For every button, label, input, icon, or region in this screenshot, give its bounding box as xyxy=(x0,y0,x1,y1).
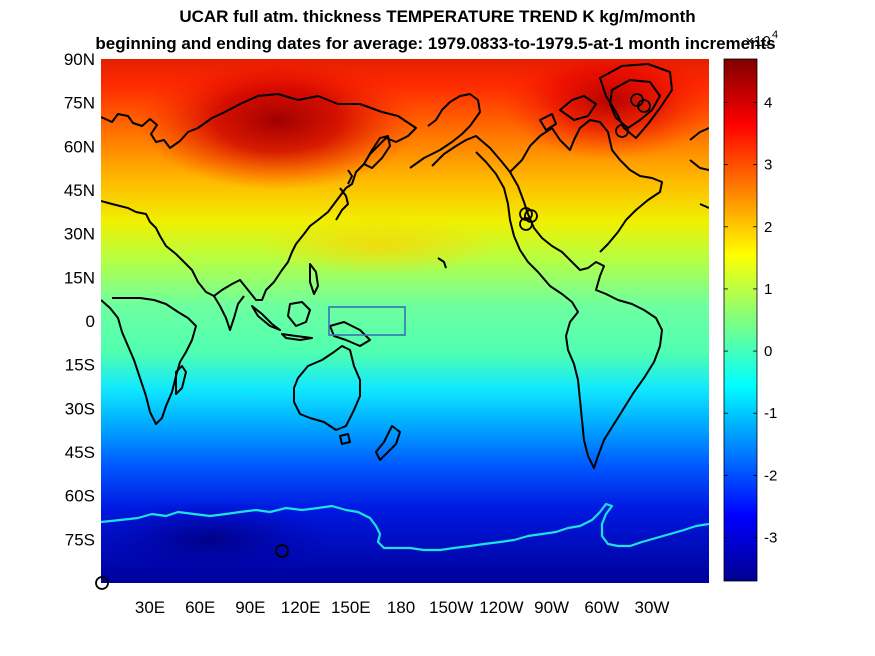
coast-sumatra xyxy=(251,305,281,331)
coast-australia xyxy=(293,345,361,431)
colorbar-tick-label: 1 xyxy=(764,281,772,298)
coast-tasmania xyxy=(339,433,351,445)
marker-greenland-2 xyxy=(637,99,651,113)
lon-tick-label: 30E xyxy=(135,598,165,617)
coast-madagascar xyxy=(175,365,187,395)
coast-hawaii xyxy=(437,257,447,269)
colorbar-tick-label: 4 xyxy=(764,95,772,112)
colorbar-tick-label: 0 xyxy=(764,343,772,360)
field-layer xyxy=(101,59,709,583)
coast-new-guinea xyxy=(329,321,371,347)
coast-india xyxy=(213,295,245,331)
lon-tick-label: 90E xyxy=(235,598,265,617)
field-maximum-greenland xyxy=(500,59,709,160)
colorbar-tick-label: 2 xyxy=(764,219,772,236)
lat-tick-label: 90N xyxy=(64,50,95,69)
lat-tick-label: 15N xyxy=(64,268,95,287)
station-markers xyxy=(95,93,651,590)
marker-south-pole xyxy=(95,576,109,590)
marker-canada xyxy=(615,124,629,138)
colorbar xyxy=(723,58,758,582)
lon-tick-label: 30W xyxy=(635,598,670,617)
coast-borneo xyxy=(287,301,311,327)
field-maximum-asia xyxy=(138,59,418,190)
lat-tick-label: 60N xyxy=(64,137,95,156)
lat-tick-label: 30S xyxy=(65,399,95,418)
chart-subtitle: beginning and ending dates for average: … xyxy=(95,34,776,53)
lat-tick-label: 0 xyxy=(86,312,95,331)
lat-tick-label: 45N xyxy=(64,181,95,200)
coast-philippines xyxy=(309,263,319,295)
lat-tick-label: 75S xyxy=(65,530,95,549)
colorbar-tick-label: -2 xyxy=(764,467,777,484)
lon-tick-label: 150E xyxy=(331,598,371,617)
coast-kamchatka xyxy=(363,135,391,169)
colorbar-tick-label: -3 xyxy=(764,530,777,547)
analysis-box xyxy=(328,306,406,336)
coast-japan xyxy=(335,169,353,221)
lon-tick-label: 150W xyxy=(429,598,473,617)
colorbar-exponent: 4 xyxy=(772,29,778,41)
coast-arctic-islands xyxy=(539,79,661,131)
marker-antarctica xyxy=(275,544,289,558)
coast-hudson-canada xyxy=(509,119,663,253)
coast-greenland xyxy=(599,63,673,139)
coast-alaska xyxy=(409,93,481,169)
coast-eurasia xyxy=(101,93,417,301)
lat-tick-label: 45S xyxy=(65,443,95,462)
longitude-axis: 30E 60E 90E 120E 150E 180 150W 120W 90W 60W 30W xyxy=(135,598,670,617)
lat-tick-label: 15S xyxy=(65,356,95,375)
lon-tick-label: 60W xyxy=(584,598,619,617)
chart-title: UCAR full atm. thickness TEMPERATURE TRE… xyxy=(179,7,696,26)
field-minimum-antarctica xyxy=(101,500,330,580)
lat-tick-label: 60S xyxy=(65,487,95,506)
colorbar-tick-label: 3 xyxy=(764,157,772,174)
colorbar-axis: 4 3 2 1 0 -1 -2 -3 xyxy=(724,95,777,547)
coast-java xyxy=(281,333,313,341)
lon-tick-label: 120E xyxy=(281,598,321,617)
lon-tick-label: 120W xyxy=(479,598,523,617)
marker-us-3 xyxy=(519,217,533,231)
lon-tick-label: 180 xyxy=(387,598,415,617)
lat-tick-label: 30N xyxy=(64,225,95,244)
lon-tick-label: 90W xyxy=(534,598,569,617)
coast-africa xyxy=(101,297,197,425)
coastlines xyxy=(101,63,709,469)
coast-europe xyxy=(689,127,709,209)
antarctic-coastline xyxy=(101,502,709,552)
colorbar-tick-label: -1 xyxy=(764,405,777,422)
coast-new-zealand xyxy=(375,425,401,461)
lat-tick-label: 75N xyxy=(64,94,95,113)
latitude-axis: 90N 75N 60N 45N 30N 15N 0 15S 30S 45S 60S 75S xyxy=(64,50,95,549)
lon-tick-label: 60E xyxy=(185,598,215,617)
colorbar-exponent-base: ×10 xyxy=(745,33,770,50)
